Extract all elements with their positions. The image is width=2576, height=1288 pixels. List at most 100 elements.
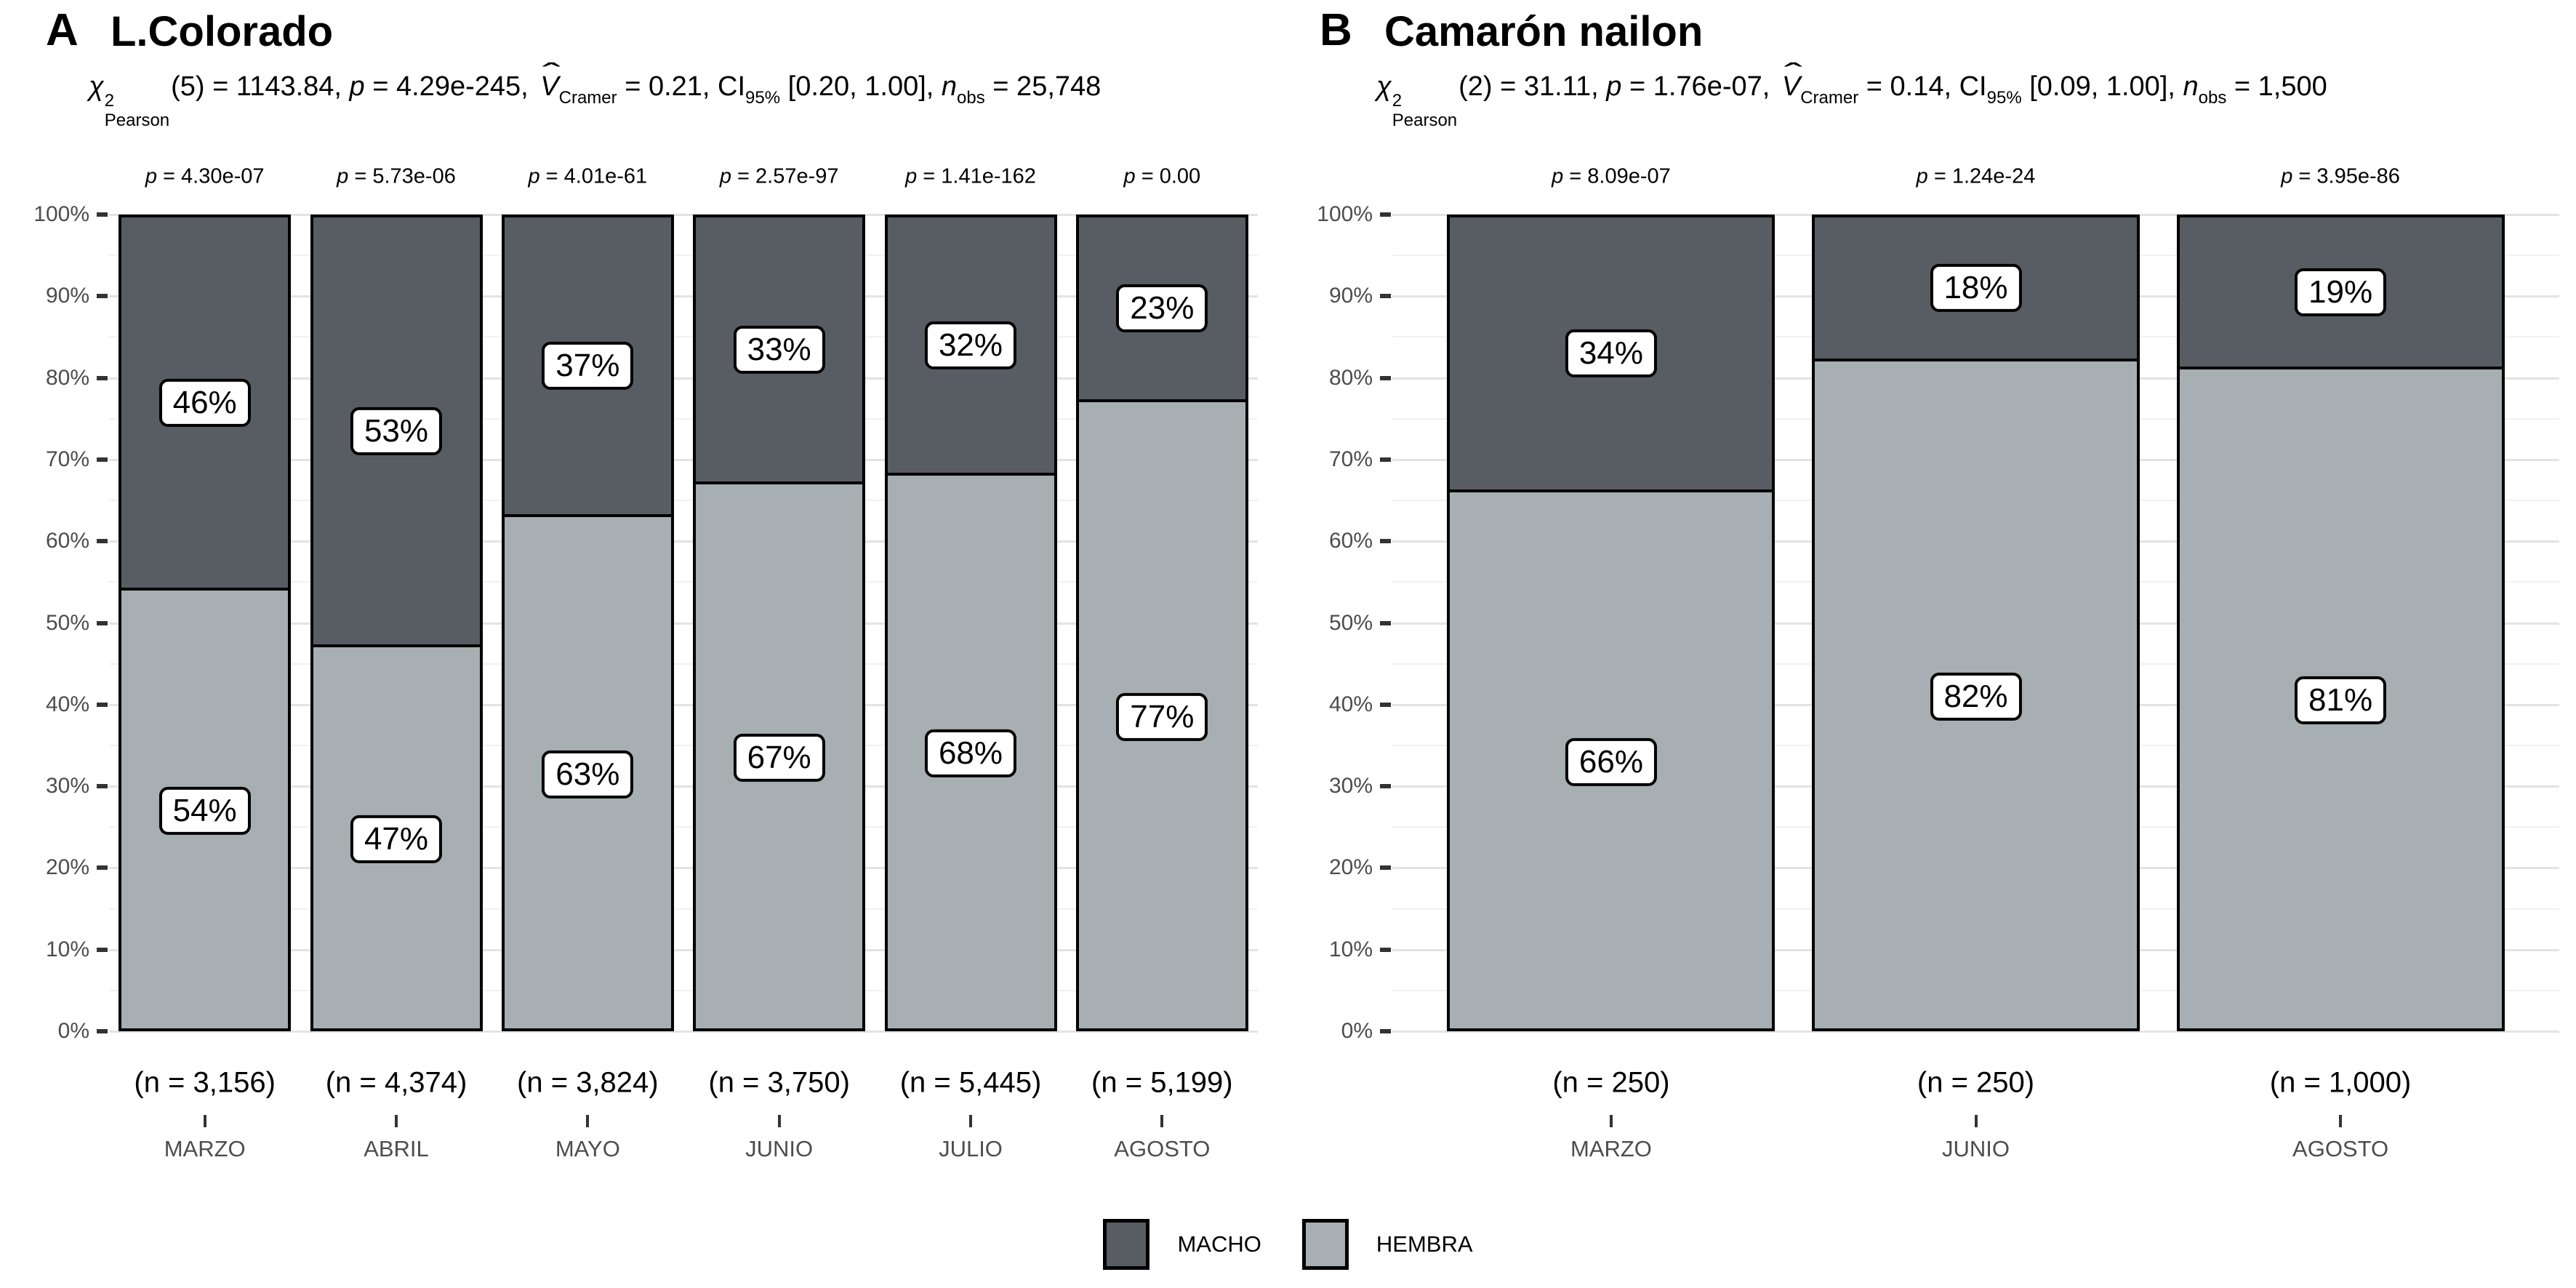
legend: MACHO HEMBRA: [0, 1219, 2576, 1270]
legend-item-hembra: HEMBRA: [1301, 1219, 1473, 1270]
gridline-major: [109, 622, 1258, 625]
chi-symbol: χ: [89, 71, 104, 102]
percent-label: 54%: [159, 786, 251, 836]
month-tick: [203, 1115, 206, 1127]
y-tick: [97, 865, 108, 871]
n-label: (n = 3,824): [517, 1066, 659, 1099]
y-tick-label: 60%: [45, 529, 89, 553]
y-tick: [1380, 620, 1391, 625]
y-tick-label: 70%: [1328, 447, 1373, 471]
gridline-major: [109, 703, 1258, 706]
gridline-major: [109, 540, 1258, 543]
gridline-major: [109, 458, 1258, 461]
percent-label: 53%: [350, 407, 443, 455]
p-value-label: p = 1.41e-162: [905, 165, 1036, 189]
p-value-label: p = 4.30e-07: [145, 165, 265, 189]
p-italic: p: [1552, 164, 1564, 188]
legend-label-hembra: HEMBRA: [1376, 1231, 1473, 1257]
month-tick: [395, 1115, 398, 1127]
month-tick: [777, 1115, 781, 1127]
month-tick: [586, 1115, 590, 1127]
legend-swatch-hembra: [1301, 1219, 1349, 1270]
y-tick: [1380, 457, 1391, 462]
y-tick: [97, 1029, 108, 1033]
p-value-text: = 4.30e-07: [156, 164, 265, 188]
p-value-label: p = 0.00: [1124, 165, 1201, 189]
gridline-minor: [109, 500, 1258, 502]
p-italic: p: [2281, 164, 2293, 188]
month-tick: [1160, 1115, 1164, 1127]
gridline-minor: [109, 744, 1258, 746]
n-label: (n = 250): [1552, 1066, 1670, 1099]
percent-label: 37%: [542, 341, 634, 391]
bar: [2177, 215, 2505, 1031]
month-tick: [1974, 1115, 1978, 1127]
y-tick-label: 60%: [1328, 529, 1373, 553]
percent-label: 46%: [159, 378, 251, 427]
bar: [502, 215, 674, 1031]
n-label: (n = 4,374): [325, 1066, 468, 1099]
y-tick-label: 80%: [45, 365, 89, 390]
gridline-minor: [109, 255, 1258, 257]
percent-label: 33%: [733, 325, 825, 374]
panel-a-tag: A: [46, 5, 79, 55]
bar: [310, 215, 483, 1031]
gridline-major: [109, 214, 1258, 216]
p-value-text: = 4.01e-61: [539, 164, 648, 188]
p-italic: p: [528, 164, 540, 188]
y-tick-label: 90%: [45, 284, 89, 308]
percent-label: 34%: [1565, 329, 1657, 378]
month-tick: [969, 1115, 972, 1127]
y-tick: [97, 212, 108, 217]
y-tick: [1380, 1029, 1391, 1033]
y-tick: [97, 702, 108, 707]
p-italic: p: [719, 164, 731, 188]
p-value-label: p = 5.73e-06: [337, 165, 456, 189]
p-value-label: p = 4.01e-61: [528, 165, 647, 189]
percent-label: 47%: [350, 815, 443, 864]
percent-label: 68%: [924, 729, 1017, 778]
y-tick-label: 100%: [1317, 202, 1373, 226]
gridline-major: [109, 295, 1258, 298]
p-value-text: = 8.09e-07: [1563, 164, 1671, 188]
gridline-major: [109, 867, 1258, 870]
gridline-minor: [109, 826, 1258, 828]
y-tick-label: 30%: [1328, 774, 1373, 799]
y-tick: [97, 539, 108, 544]
p-value-text: = 1.41e-162: [917, 164, 1036, 188]
y-tick-label: 50%: [45, 610, 89, 635]
y-tick-label: 50%: [1328, 610, 1373, 635]
month-label: AGOSTO: [2292, 1136, 2389, 1161]
bar: [1076, 215, 1248, 1031]
y-tick: [1380, 784, 1391, 789]
gridline-major: [109, 785, 1258, 788]
panel-b-title: Camarón nailon: [1384, 8, 1704, 55]
y-tick: [97, 294, 108, 299]
p-value-label: p = 1.24e-24: [1917, 165, 2036, 189]
bar-segment-macho: [1447, 215, 1775, 492]
gridline-major: [109, 948, 1258, 951]
bar-segment-macho: [502, 215, 674, 517]
y-tick: [1380, 212, 1391, 217]
n-label: (n = 5,445): [899, 1066, 1042, 1099]
percent-label: 63%: [542, 750, 634, 799]
p-value-text: = 3.95e-86: [2292, 164, 2400, 188]
p-italic: p: [905, 164, 918, 188]
n-label: (n = 1,000): [2269, 1066, 2412, 1099]
y-tick-label: 100%: [33, 202, 89, 226]
p-italic: p: [337, 164, 349, 188]
bar: [119, 215, 291, 1031]
percent-label: 77%: [1116, 692, 1208, 741]
gridline-major: [109, 1031, 1258, 1033]
chi-symbol: χ: [1376, 71, 1392, 102]
percent-label: 66%: [1565, 737, 1657, 786]
panel-b-tag: B: [1320, 5, 1353, 55]
percent-label: 67%: [733, 733, 825, 783]
panel-a-subtitle: χ 2 Pearson (5) = 1143.84, p = 4.29e-245, ˆ…: [89, 57, 1102, 130]
y-tick-label: 40%: [45, 692, 89, 716]
p-italic: p: [1123, 164, 1136, 188]
y-tick-label: 30%: [45, 774, 89, 799]
p-value-label: p = 2.57e-97: [720, 165, 839, 189]
